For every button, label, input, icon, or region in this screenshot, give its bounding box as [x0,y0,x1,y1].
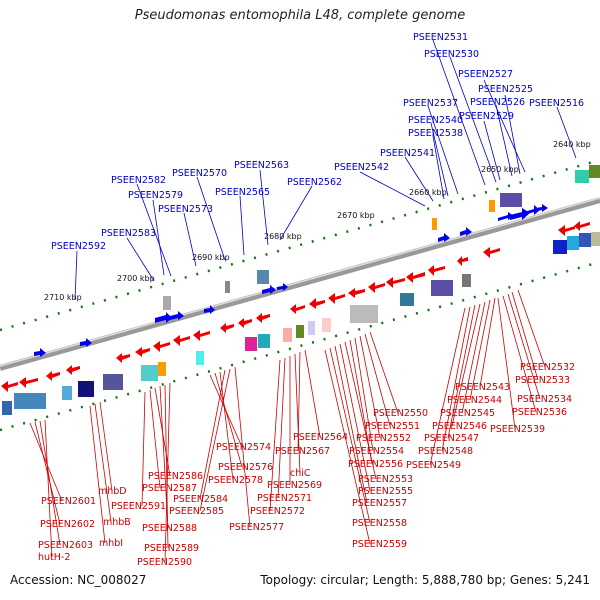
gene-label[interactable]: PSEEN2534 [517,394,572,405]
gene-label[interactable]: mhbI [99,538,123,549]
gene-label[interactable]: PSEEN2545 [440,408,495,419]
lower-leader-lines [29,289,546,563]
gene-label[interactable]: PSEEN2541 [380,148,435,159]
gene-label[interactable]: PSEEN2564 [293,432,348,443]
gene-label[interactable]: PSEEN2588 [142,523,197,534]
gene-label[interactable]: PSEEN2576 [218,462,273,473]
scale-label: 2670 kbp [337,211,375,220]
gene-label[interactable]: hutH-2 [38,552,70,563]
gene-label[interactable]: PSEEN2592 [51,241,106,252]
gene-label[interactable]: PSEEN2542 [334,162,389,173]
gene-label[interactable]: PSEEN2570 [172,168,227,179]
gene-label[interactable]: PSEEN2536 [512,407,567,418]
gene-label[interactable]: PSEEN2590 [137,557,192,568]
gene-label[interactable]: PSEEN2567 [275,446,330,457]
gene-label[interactable]: PSEEN2538 [408,128,463,139]
gene-label[interactable]: PSEEN2563 [234,160,289,171]
gene-label[interactable]: PSEEN2559 [352,539,407,550]
gene-label[interactable]: PSEEN2578 [208,475,263,486]
gene-label[interactable]: PSEEN2546 [432,421,487,432]
gene-label[interactable]: PSEEN2548 [418,446,473,457]
gene-label[interactable]: PSEEN2572 [250,506,305,517]
scale-label: 2700 kbp [117,274,155,283]
gene-label[interactable]: PSEEN2573 [158,204,213,215]
scale-track-lower [0,260,600,432]
gene-label[interactable]: PSEEN2577 [229,522,284,533]
gene-label[interactable]: PSEEN2553 [358,474,413,485]
gene-label[interactable]: PSEEN2552 [356,433,411,444]
gene-label[interactable]: PSEEN2586 [148,471,203,482]
gene-label[interactable]: PSEEN2587 [142,483,197,494]
gene-label[interactable]: PSEEN2589 [144,543,199,554]
gene-label[interactable]: PSEEN2529 [459,111,514,122]
gene-label[interactable]: chiC [290,468,311,479]
forward-feature-boxes[interactable] [163,165,600,310]
scale-label: 2640 kbp [553,140,591,149]
lower-gene-labels: PSEEN2532 PSEEN2533 PSEEN2543 PSEEN2534 … [38,362,575,568]
gene-label[interactable]: PSEEN2530 [424,49,479,60]
scale-label: 2680 kbp [264,232,302,241]
gene-label[interactable]: PSEEN2562 [287,177,342,188]
gene-label[interactable]: PSEEN2554 [349,446,404,457]
scale-label: 2650 kbp [481,165,519,174]
gene-label[interactable]: PSEEN2525 [478,84,533,95]
gene-label[interactable]: PSEEN2516 [529,98,584,109]
gene-label[interactable]: PSEEN2569 [267,480,322,491]
gene-label[interactable]: PSEEN2602 [40,519,95,530]
reverse-strand-genes[interactable] [1,221,590,392]
gene-label[interactable]: PSEEN2565 [215,187,270,198]
gene-label[interactable]: PSEEN2526 [470,97,525,108]
accession-text: Accession: NC_008027 [10,573,147,587]
gene-label[interactable]: PSEEN2556 [348,459,403,470]
gene-label[interactable]: PSEEN2547 [424,433,479,444]
gene-label[interactable]: PSEEN2551 [365,421,420,432]
upper-gene-labels: PSEEN2531 PSEEN2530 PSEEN2527 PSEEN2525 … [51,32,584,252]
gene-label[interactable]: PSEEN2584 [173,494,228,505]
gene-label[interactable]: PSEEN2585 [169,506,224,517]
gene-label[interactable]: PSEEN2550 [373,408,428,419]
gene-label[interactable]: PSEEN2555 [358,486,413,497]
scale-label: 2690 kbp [192,253,230,262]
scale-label: 2710 kbp [44,293,82,302]
gene-label[interactable]: PSEEN2539 [490,424,545,435]
gene-label[interactable]: PSEEN2531 [413,32,468,43]
topology-text: Topology: circular; Length: 5,888,780 bp… [260,573,590,587]
gene-label[interactable]: PSEEN2544 [447,395,502,406]
gene-label[interactable]: PSEEN2591 [111,501,166,512]
gene-label[interactable]: PSEEN2543 [455,382,510,393]
forward-strand-genes[interactable] [34,204,548,357]
genome-backbone [0,197,600,371]
gene-label[interactable]: PSEEN2579 [128,190,183,201]
gene-label[interactable]: PSEEN2583 [101,228,156,239]
gene-label[interactable]: PSEEN2603 [38,540,93,551]
gene-label[interactable]: PSEEN2527 [458,69,513,80]
gene-label[interactable]: PSEEN2574 [216,442,271,453]
gene-label[interactable]: PSEEN2532 [520,362,575,373]
reverse-feature-boxes[interactable] [2,232,600,415]
gene-label[interactable]: PSEEN2557 [352,498,407,509]
gene-label[interactable]: PSEEN2537 [403,98,458,109]
gene-label[interactable]: mhbB [103,517,131,528]
gene-label[interactable]: PSEEN2582 [111,175,166,186]
gene-label[interactable]: PSEEN2558 [352,518,407,529]
gene-label[interactable]: PSEEN2540 [408,115,463,126]
gene-label[interactable]: PSEEN2533 [515,375,570,386]
gene-label[interactable]: mhbD [98,486,127,497]
gene-label[interactable]: PSEEN2549 [406,460,461,471]
gene-label[interactable]: PSEEN2601 [41,496,96,507]
upper-leader-lines [74,39,577,301]
map-title: Pseudomonas entomophila L48, complete ge… [134,8,466,23]
gene-label[interactable]: PSEEN2571 [257,493,312,504]
